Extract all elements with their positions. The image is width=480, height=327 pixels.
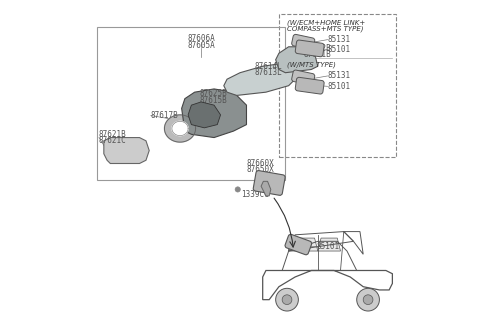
FancyBboxPatch shape [295,77,324,94]
Text: 87621B: 87621B [99,130,127,139]
Polygon shape [172,121,188,136]
Polygon shape [288,238,318,251]
Text: (W/ECM+HOME LINK+: (W/ECM+HOME LINK+ [287,19,365,26]
FancyBboxPatch shape [285,234,312,255]
FancyBboxPatch shape [253,171,285,195]
Text: 87617B: 87617B [151,111,179,120]
Text: 87650X: 87650X [247,165,274,175]
Text: COMPASS+MTS TYPE): COMPASS+MTS TYPE) [287,26,363,32]
FancyBboxPatch shape [292,70,315,85]
Text: 85101: 85101 [327,45,351,54]
Text: 85131: 85131 [327,72,351,80]
Text: 87621C: 87621C [99,136,127,145]
Polygon shape [261,181,271,196]
Polygon shape [104,138,149,164]
Polygon shape [224,63,299,95]
Polygon shape [318,238,340,251]
Text: 87660X: 87660X [247,159,274,168]
Text: 87611B: 87611B [303,50,331,60]
Text: 87614L: 87614L [254,62,282,71]
Polygon shape [181,89,247,138]
Polygon shape [165,115,195,142]
Text: 1339CC: 1339CC [241,190,269,199]
Text: 85101: 85101 [327,82,351,91]
Circle shape [282,295,292,304]
Circle shape [235,187,240,192]
Circle shape [357,288,379,311]
Polygon shape [188,102,220,128]
FancyBboxPatch shape [292,34,315,49]
Circle shape [276,288,299,311]
Circle shape [363,295,373,304]
Text: 85101: 85101 [316,242,339,251]
Text: 87612B: 87612B [303,44,331,53]
Polygon shape [276,47,318,73]
Text: 85131: 85131 [327,35,351,44]
Text: 87613L: 87613L [254,68,282,77]
Text: 87606A: 87606A [187,34,215,43]
FancyBboxPatch shape [295,40,324,57]
Text: 87605A: 87605A [187,41,215,50]
Text: (W/MTS TYPE): (W/MTS TYPE) [287,61,336,68]
Text: 87625B: 87625B [200,89,227,98]
Text: 87615B: 87615B [200,96,227,105]
